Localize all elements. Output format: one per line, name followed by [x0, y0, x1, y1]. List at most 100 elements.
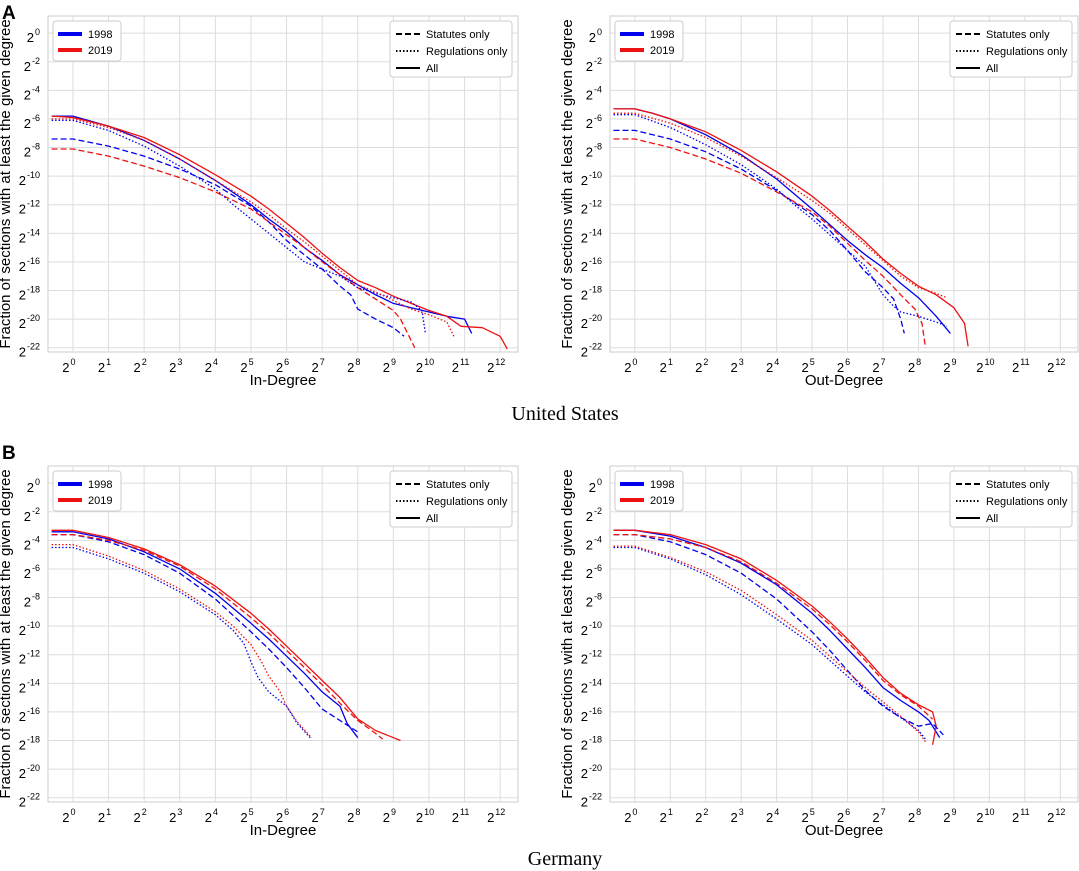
y-tick-exponent: -6 — [594, 563, 602, 573]
x-tick-label: 29 — [383, 357, 396, 375]
legend-label-2019: 2019 — [650, 45, 674, 57]
y-tick-label: 2-8 — [586, 142, 602, 160]
chart-3: 20 21 22 23 24 25 26 27 28 29 210 211 212202-22-42-6… — [0, 465, 519, 839]
x-tick-exponent: 11 — [1020, 357, 1029, 367]
y-tick-label: 2-12 — [581, 649, 602, 667]
x-tick-exponent: 2 — [703, 357, 708, 367]
y-tick-exponent: -4 — [32, 534, 40, 544]
y-tick-exponent: -14 — [589, 677, 602, 687]
x-tick-exponent: 5 — [810, 357, 815, 367]
x-tick-label: 211 — [1012, 807, 1030, 825]
y-tick-label: 2-2 — [586, 506, 602, 524]
y-tick-exponent: -4 — [594, 534, 602, 544]
y-tick-exponent: -20 — [27, 763, 40, 773]
panel-label-a: A — [2, 3, 16, 24]
x-tick-exponent: 5 — [249, 807, 254, 817]
y-tick-label: 2-22 — [581, 342, 602, 360]
y-tick-label: 2-20 — [581, 313, 602, 331]
x-tick-exponent: 4 — [774, 357, 779, 367]
legend-years: 1998 2019 — [52, 470, 122, 512]
y-tick-exponent: -10 — [27, 620, 40, 630]
y-tick-label: 2-20 — [581, 763, 602, 781]
x-tick-label: 28 — [347, 357, 360, 375]
row-title-germany: Germany — [528, 848, 602, 870]
y-tick-label: 2-2 — [24, 506, 40, 524]
series-line-1998-all — [51, 531, 359, 739]
series-line-1998-regulations-only — [51, 546, 312, 740]
y-tick-exponent: -18 — [589, 735, 602, 745]
x-tick-label: 210 — [416, 357, 434, 375]
legend-label-all: All — [426, 63, 438, 75]
x-tick-label: 210 — [976, 357, 994, 375]
y-tick-label: 20 — [27, 27, 40, 45]
y-tick-exponent: -14 — [27, 227, 40, 237]
x-tick-exponent: 11 — [1020, 807, 1029, 817]
series-line-1998-all — [613, 529, 941, 739]
x-tick-exponent: 6 — [284, 357, 289, 367]
x-tick-label: 20 — [62, 357, 75, 375]
y-tick-label: 2-6 — [24, 563, 40, 581]
x-tick-label: 21 — [98, 357, 111, 375]
legend-label-regulations-only: Regulations only — [426, 496, 508, 508]
x-tick-exponent: 2 — [142, 807, 147, 817]
y-tick-exponent: -8 — [594, 142, 602, 152]
series-line-2019-statutes-only — [613, 138, 927, 348]
x-tick-exponent: 3 — [739, 357, 744, 367]
x-tick-label: 211 — [1012, 357, 1030, 375]
legend-types: Statutes only Regulations only All — [949, 470, 1073, 528]
y-tick-label: 2-8 — [24, 592, 40, 610]
series-line-1998-statutes-only — [613, 129, 905, 334]
x-tick-label: 20 — [624, 357, 637, 375]
x-tick-exponent: 7 — [881, 357, 886, 367]
legend-label-regulations-only: Regulations only — [426, 46, 508, 58]
legend-box — [949, 470, 1073, 528]
x-tick-label: 28 — [908, 357, 921, 375]
series-line-2019-all — [51, 115, 508, 350]
y-tick-exponent: -12 — [589, 649, 602, 659]
y-tick-label: 2-14 — [581, 227, 602, 245]
x-tick-exponent: 4 — [213, 807, 218, 817]
y-tick-label: 2-14 — [19, 677, 40, 695]
legend-label-regulations-only: Regulations only — [986, 496, 1068, 508]
y-tick-label: 2-18 — [19, 285, 40, 303]
x-tick-exponent: 2 — [142, 357, 147, 367]
legend-box — [389, 470, 513, 528]
y-tick-label: 2-8 — [24, 142, 40, 160]
x-tick-exponent: 4 — [774, 807, 779, 817]
x-tick-exponent: 12 — [1055, 807, 1065, 817]
x-axis-label: In-Degree — [250, 372, 317, 389]
legend-box — [949, 20, 1073, 78]
y-tick-exponent: -14 — [27, 677, 40, 687]
y-tick-label: 2-14 — [581, 677, 602, 695]
y-tick-label: 2-10 — [19, 170, 40, 188]
x-tick-exponent: 11 — [460, 357, 469, 367]
y-tick-exponent: -4 — [32, 84, 40, 94]
x-tick-exponent: 0 — [632, 807, 637, 817]
legend-label-all: All — [986, 513, 998, 525]
x-tick-label: 211 — [452, 357, 470, 375]
x-tick-exponent: 1 — [106, 357, 111, 367]
series-line-2019-statutes-only — [51, 148, 416, 348]
x-tick-label: 211 — [452, 807, 470, 825]
x-tick-label: 23 — [731, 807, 744, 825]
y-tick-exponent: -8 — [32, 142, 40, 152]
y-axis-label: Fraction of sections with at least the g… — [559, 19, 576, 348]
y-tick-label: 2-2 — [586, 56, 602, 74]
y-tick-label: 2-4 — [586, 534, 602, 552]
y-tick-label: 2-10 — [19, 620, 40, 638]
y-axis-label: Fraction of sections with at least the g… — [0, 19, 14, 348]
x-tick-exponent: 9 — [391, 807, 396, 817]
x-tick-label: 28 — [347, 807, 360, 825]
y-tick-label: 2-4 — [24, 84, 40, 102]
x-tick-label: 22 — [134, 357, 147, 375]
x-tick-exponent: 10 — [424, 357, 434, 367]
y-tick-exponent: -16 — [589, 256, 602, 266]
x-tick-exponent: 8 — [355, 357, 360, 367]
x-tick-exponent: 7 — [320, 807, 325, 817]
x-tick-label: 28 — [908, 807, 921, 825]
series-line-2019-all — [51, 529, 401, 742]
x-tick-label: 23 — [169, 357, 182, 375]
y-tick-exponent: -14 — [589, 227, 602, 237]
y-tick-exponent: 0 — [597, 477, 602, 487]
x-tick-exponent: 7 — [881, 807, 886, 817]
